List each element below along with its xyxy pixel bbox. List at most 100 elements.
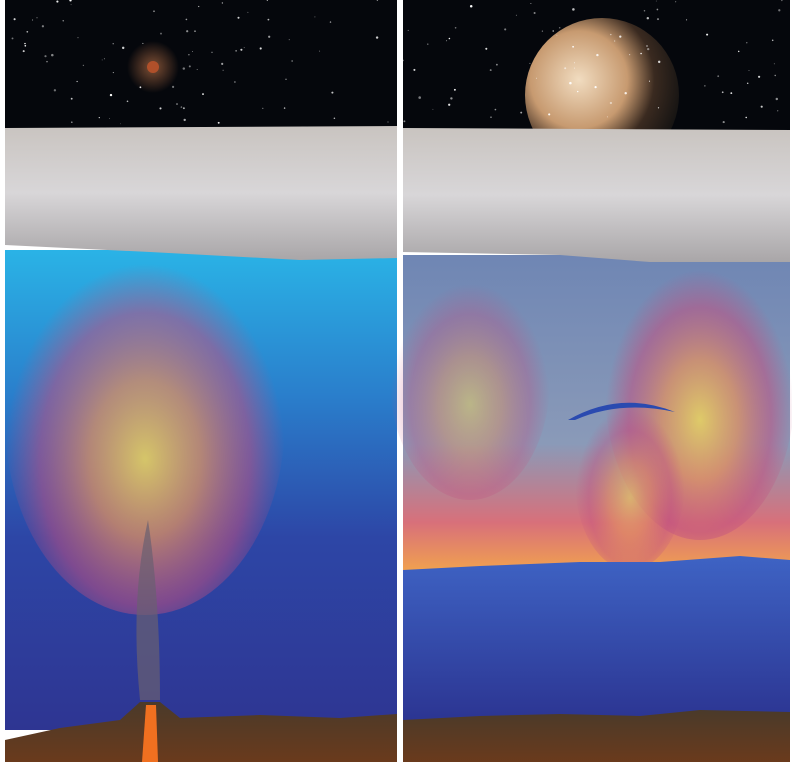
star	[103, 58, 105, 60]
star	[331, 91, 334, 94]
star	[139, 86, 142, 89]
star	[721, 91, 724, 94]
star	[222, 69, 224, 71]
star	[574, 62, 575, 64]
star	[529, 62, 531, 64]
star	[268, 35, 271, 38]
star	[629, 54, 631, 56]
star	[329, 21, 332, 23]
star	[333, 117, 336, 120]
star	[646, 45, 648, 47]
star	[101, 59, 103, 61]
star	[259, 47, 262, 50]
star	[159, 107, 162, 110]
star	[182, 67, 186, 70]
star	[202, 93, 204, 96]
star	[186, 30, 189, 33]
star	[217, 121, 220, 124]
star	[314, 16, 316, 18]
star	[185, 18, 188, 21]
star	[119, 123, 121, 125]
star	[643, 9, 646, 12]
star	[71, 121, 73, 123]
star	[183, 118, 186, 122]
star	[446, 40, 448, 42]
sky	[5, 0, 397, 130]
star	[266, 0, 268, 1]
star	[418, 96, 421, 99]
star	[32, 19, 34, 21]
star	[520, 111, 523, 114]
star	[748, 70, 750, 71]
star	[221, 2, 224, 4]
star	[657, 107, 660, 109]
star	[574, 67, 575, 69]
star	[495, 63, 498, 66]
star	[454, 26, 457, 29]
star	[11, 37, 14, 40]
star	[704, 85, 706, 87]
jupiter	[525, 18, 679, 130]
star	[291, 60, 293, 62]
seafloor	[5, 702, 397, 762]
star	[757, 75, 761, 78]
ice-shell	[5, 126, 397, 260]
star	[640, 52, 642, 55]
star	[288, 39, 290, 41]
star	[56, 0, 59, 3]
star	[194, 30, 196, 32]
star	[609, 101, 613, 105]
star	[211, 51, 213, 53]
lower-ocean	[403, 556, 790, 720]
star	[77, 37, 79, 39]
star	[234, 81, 236, 83]
star	[188, 53, 190, 56]
star	[504, 28, 507, 31]
star	[76, 80, 78, 83]
star	[448, 37, 451, 40]
stars	[11, 0, 783, 125]
star	[109, 118, 111, 120]
jupiter-distant	[147, 61, 159, 73]
star	[569, 81, 572, 85]
ice-lens	[568, 402, 675, 420]
star	[536, 77, 537, 79]
star	[737, 50, 740, 53]
star	[267, 18, 270, 21]
star	[656, 18, 660, 21]
star	[62, 20, 64, 22]
star	[112, 43, 114, 45]
star	[82, 64, 85, 67]
star	[773, 63, 775, 65]
star	[610, 33, 612, 36]
star	[121, 46, 125, 50]
star	[44, 55, 47, 58]
star	[530, 2, 532, 4]
star	[26, 30, 29, 33]
star	[564, 67, 567, 70]
star	[706, 33, 709, 36]
star	[247, 11, 249, 13]
star	[717, 75, 720, 78]
star	[577, 90, 579, 93]
star	[657, 60, 661, 64]
star	[375, 36, 379, 39]
star	[432, 108, 434, 110]
star	[13, 18, 16, 21]
star	[746, 42, 748, 44]
star	[319, 50, 321, 52]
star	[243, 47, 245, 49]
star	[777, 110, 779, 112]
star	[675, 1, 677, 3]
star	[485, 47, 488, 50]
vent-smoke	[136, 520, 160, 700]
star	[403, 120, 406, 123]
star	[722, 121, 725, 124]
star	[221, 62, 224, 65]
star	[196, 69, 198, 70]
star	[552, 30, 554, 32]
star	[53, 89, 57, 92]
star	[237, 16, 240, 19]
lava	[142, 705, 158, 762]
